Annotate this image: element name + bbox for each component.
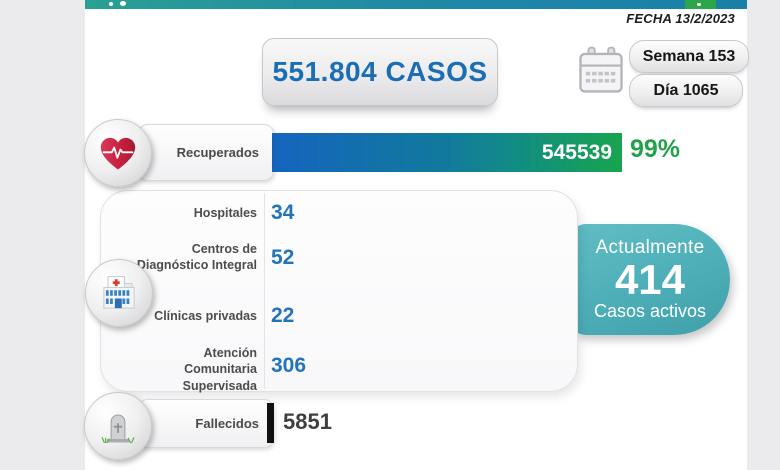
logo-remnant-icon xyxy=(109,2,113,6)
day-pill: Día 1065 xyxy=(629,74,743,107)
hospital-badge xyxy=(85,259,153,327)
recovered-label: Recuperados xyxy=(176,145,259,160)
sparkle-icon xyxy=(697,3,701,6)
recovered-badge xyxy=(84,119,152,187)
top-gradient-bar xyxy=(85,0,747,9)
tombstone-icon xyxy=(101,414,135,444)
stat-label-cdi: Centros de Diagnóstico Integral xyxy=(136,242,257,273)
deceased-label-box: Fallecidos xyxy=(138,399,274,448)
stat-label-clinicas: Clínicas privadas xyxy=(154,309,257,323)
deceased-bar xyxy=(267,403,274,443)
deceased-value: 5851 xyxy=(283,409,332,434)
stat-label-hospitales: Hospitales xyxy=(193,206,257,220)
logo-remnant-icon xyxy=(120,1,126,6)
stat-value-cdi: 52 xyxy=(271,246,295,269)
active-breakdown-box: Hospitales 34 Centros de Diagnóstico Int… xyxy=(100,190,578,393)
recovered-value: 545539 xyxy=(541,141,612,164)
total-cases-value: 551.804 CASOS xyxy=(272,56,488,87)
divider xyxy=(264,193,265,389)
deceased-label: Fallecidos xyxy=(195,416,259,431)
week-label: Semana 153 xyxy=(642,47,736,65)
calendar-icon xyxy=(576,44,626,101)
recovered-bar: 545539 xyxy=(272,133,622,172)
active-title: Actualmente xyxy=(595,236,705,258)
day-label: Día 1065 xyxy=(653,81,719,99)
active-subtitle: Casos activos xyxy=(593,301,707,322)
date-label: FECHA 13/2/2023 xyxy=(626,11,735,26)
recovered-percent: 99% xyxy=(630,135,681,163)
week-pill: Semana 153 xyxy=(629,40,749,73)
stat-value-acs: 306 xyxy=(271,354,307,377)
active-value: 414 xyxy=(614,255,686,303)
active-cases-box: Actualmente 414 Casos activos xyxy=(570,224,730,335)
deceased-badge xyxy=(84,392,152,460)
hospital-building-icon xyxy=(103,275,135,309)
stat-label-acs: Atención Comunitaria Supervisada xyxy=(182,346,257,393)
heart-pulse-icon xyxy=(100,137,136,170)
recovered-label-box: Recuperados xyxy=(138,124,274,181)
stat-value-clinicas: 22 xyxy=(271,304,295,327)
total-cases-box: 551.804 CASOS xyxy=(262,38,498,106)
stat-value-hospitales: 34 xyxy=(271,201,295,224)
